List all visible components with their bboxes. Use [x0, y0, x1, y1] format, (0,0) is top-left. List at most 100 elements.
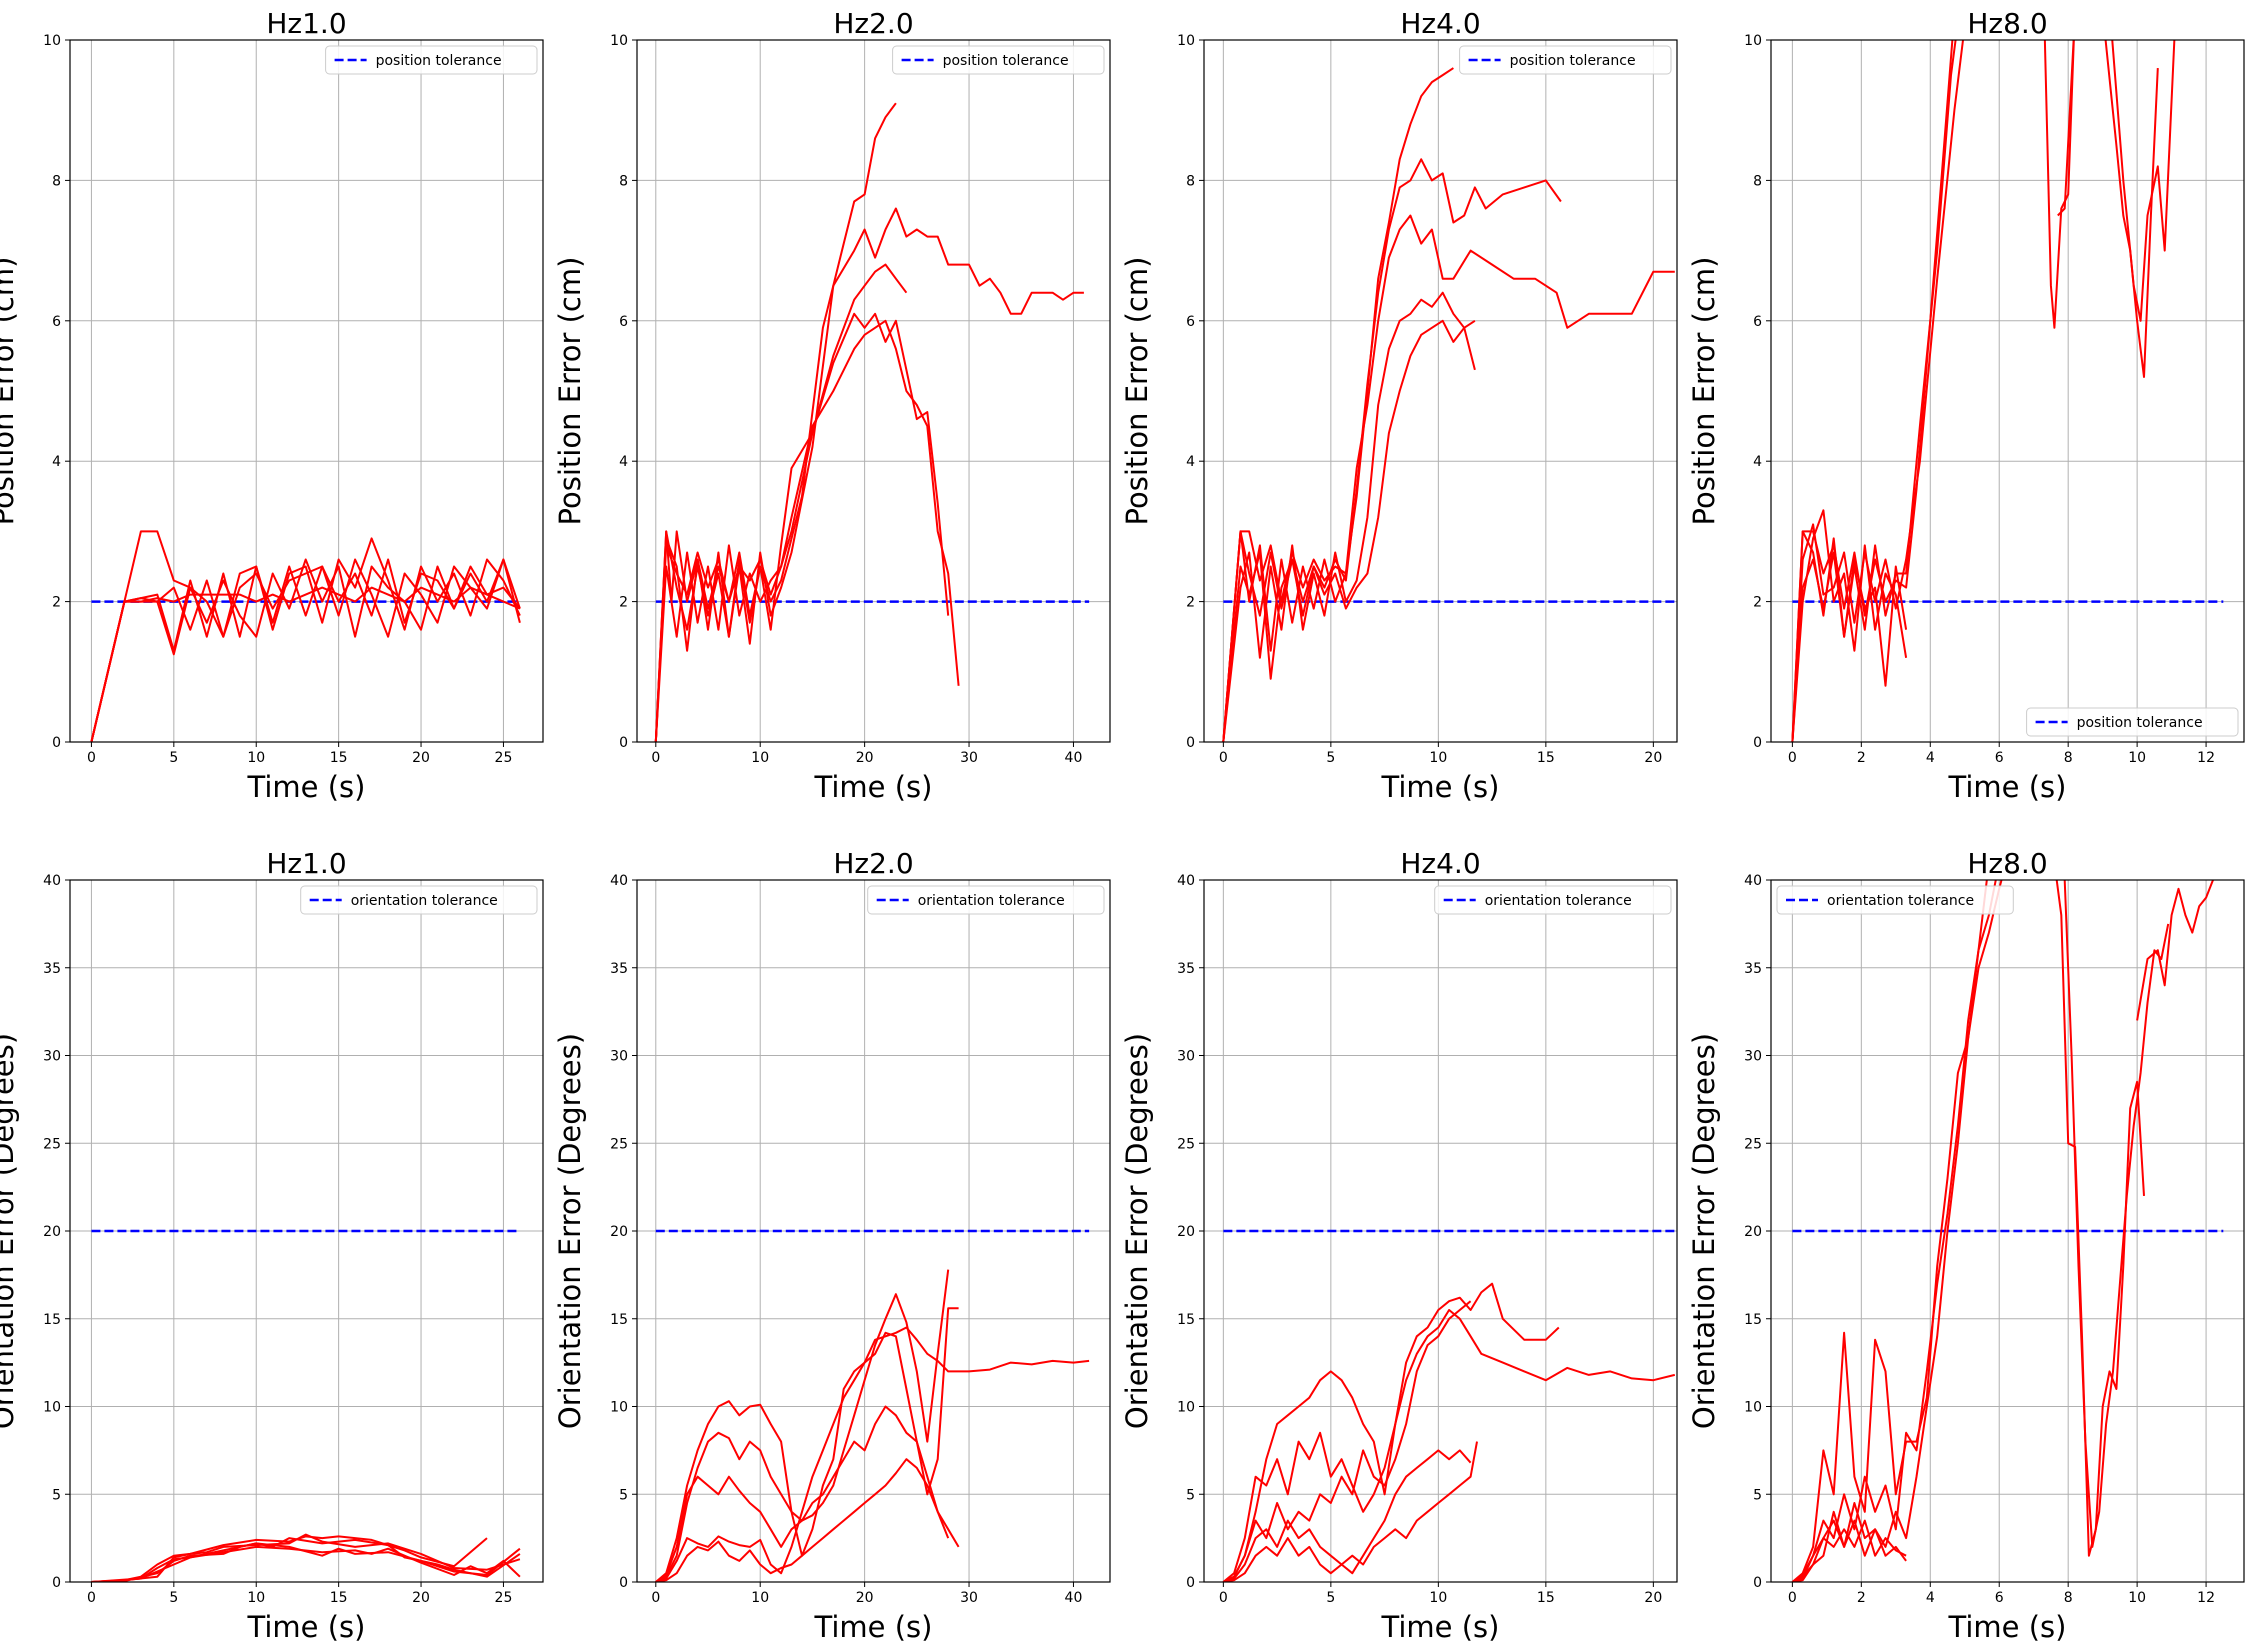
y-tick-label: 15 — [1177, 1312, 1195, 1328]
y-tick-label: 25 — [1744, 1136, 1762, 1152]
x-tick-label: 0 — [1219, 1590, 1228, 1606]
chart-title: Hz4.0 — [1400, 7, 1480, 40]
x-tick-label: 10 — [1429, 750, 1447, 766]
trial-series-line — [91, 1535, 488, 1582]
trial-series-line — [2043, 40, 2075, 329]
chart-title: Hz8.0 — [1967, 7, 2047, 40]
legend-label: orientation tolerance — [918, 893, 1065, 909]
y-tick-label: 30 — [43, 1049, 61, 1065]
trial-series-line — [1791, 551, 1908, 742]
x-tick-label: 20 — [1644, 1590, 1662, 1606]
trial-series-line — [90, 530, 521, 742]
y-tick-label: 10 — [1177, 33, 1195, 49]
legend-box — [325, 45, 538, 75]
y-tick-label: 15 — [43, 1312, 61, 1328]
x-tick-label: 5 — [169, 1590, 178, 1606]
x-tick-label: 15 — [1537, 1590, 1555, 1606]
trial-series-line — [1792, 1519, 1907, 1582]
y-tick-label: 20 — [1744, 1224, 1762, 1240]
chart-panel: 0 10 20 30 40 0 2 4 6 8 10 Hz2.0 Time (s) Position Er… — [553, 7, 1111, 804]
y-axis-label: Position Error (cm) — [553, 257, 587, 526]
y-tick-label: 35 — [1744, 961, 1762, 977]
y-tick-label: 6 — [1186, 314, 1195, 330]
y-tick-label: 20 — [1177, 1224, 1195, 1240]
trial-series-line — [655, 1307, 959, 1582]
x-tick-label: 0 — [651, 1590, 660, 1606]
y-tick-label: 0 — [1186, 1575, 1195, 1591]
plot-area — [1222, 1229, 1676, 1582]
x-axis-label: Time (s) — [247, 1610, 366, 1644]
plot-area — [1791, 880, 2224, 1582]
y-tick-label: 40 — [1744, 873, 1762, 889]
y-tick-label: 25 — [610, 1136, 628, 1152]
y-tick-label: 0 — [619, 735, 628, 751]
trial-series-line — [1791, 880, 2003, 1582]
y-tick-label: 2 — [52, 595, 61, 611]
x-tick-label: 10 — [751, 750, 769, 766]
y-tick-label: 6 — [52, 314, 61, 330]
y-tick-label: 5 — [52, 1487, 61, 1503]
x-tick-label: 10 — [2128, 1590, 2146, 1606]
x-tick-label: 0 — [1788, 750, 1797, 766]
legend-box — [892, 45, 1105, 75]
y-tick-label: 35 — [1177, 961, 1195, 977]
legend-box — [1459, 45, 1672, 75]
y-tick-label: 8 — [1753, 173, 1762, 189]
trial-series-line — [654, 263, 908, 742]
chart-panel: 0 2 4 6 8 10 12 0 2 4 6 8 10 Hz8.0 Time (s) Position Er… — [1687, 7, 2245, 804]
x-tick-label: 25 — [495, 750, 513, 766]
y-axis-label: Orientation Error (Degrees) — [553, 1033, 587, 1429]
chart-title: Hz4.0 — [1400, 847, 1480, 880]
trial-series-line — [91, 1537, 521, 1582]
legend-label: position tolerance — [1510, 53, 1636, 69]
y-tick-label: 25 — [43, 1136, 61, 1152]
trial-series-line — [1222, 291, 1476, 742]
trial-series-line — [654, 102, 897, 742]
legend-box — [867, 885, 1105, 915]
x-tick-label: 20 — [856, 750, 874, 766]
y-tick-label: 10 — [43, 1400, 61, 1416]
trial-series-line — [1792, 1510, 1907, 1582]
trial-series-line — [90, 558, 521, 742]
legend: orientation tolerance — [1434, 885, 1672, 915]
y-tick-label: 40 — [610, 873, 628, 889]
y-tick-label: 5 — [619, 1487, 628, 1503]
x-axis-label: Time (s) — [1381, 770, 1500, 804]
trial-series-line — [91, 1542, 521, 1582]
legend: orientation tolerance — [867, 885, 1105, 915]
y-tick-label: 10 — [43, 33, 61, 49]
trial-series-line — [1222, 319, 1476, 742]
y-tick-label: 4 — [619, 454, 628, 470]
y-tick-label: 30 — [610, 1049, 628, 1065]
trial-series-line — [654, 319, 960, 742]
trial-series-line — [1791, 509, 1908, 742]
x-tick-label: 15 — [330, 1590, 348, 1606]
trial-series-line — [1791, 880, 1997, 1582]
x-axis-label: Time (s) — [1948, 770, 2067, 804]
trial-series-line — [1222, 1300, 1472, 1582]
x-tick-label: 10 — [247, 1590, 265, 1606]
plot-area — [654, 102, 1090, 742]
trial-series-line — [655, 1405, 950, 1582]
trial-series-line — [90, 586, 521, 742]
y-tick-label: 5 — [1186, 1487, 1195, 1503]
x-tick-label: 0 — [1219, 750, 1228, 766]
legend-label: orientation tolerance — [1485, 893, 1632, 909]
y-tick-label: 35 — [43, 961, 61, 977]
chart-title: Hz1.0 — [266, 7, 346, 40]
x-axis-label: Time (s) — [1381, 1610, 1500, 1644]
legend-box — [1776, 885, 2014, 915]
trial-series-line — [1222, 1309, 1676, 1582]
chart-title: Hz2.0 — [833, 847, 913, 880]
x-tick-label: 12 — [2197, 1590, 2215, 1606]
y-tick-label: 8 — [1186, 173, 1195, 189]
axes-frame — [1770, 39, 2245, 743]
trial-series-line — [90, 558, 521, 742]
x-axis-label: Time (s) — [247, 770, 366, 804]
x-tick-label: 8 — [2064, 750, 2073, 766]
trial-series-line — [1791, 40, 1957, 742]
trial-series-line — [91, 1545, 521, 1582]
y-tick-label: 25 — [1177, 1136, 1195, 1152]
x-tick-label: 20 — [412, 1590, 430, 1606]
